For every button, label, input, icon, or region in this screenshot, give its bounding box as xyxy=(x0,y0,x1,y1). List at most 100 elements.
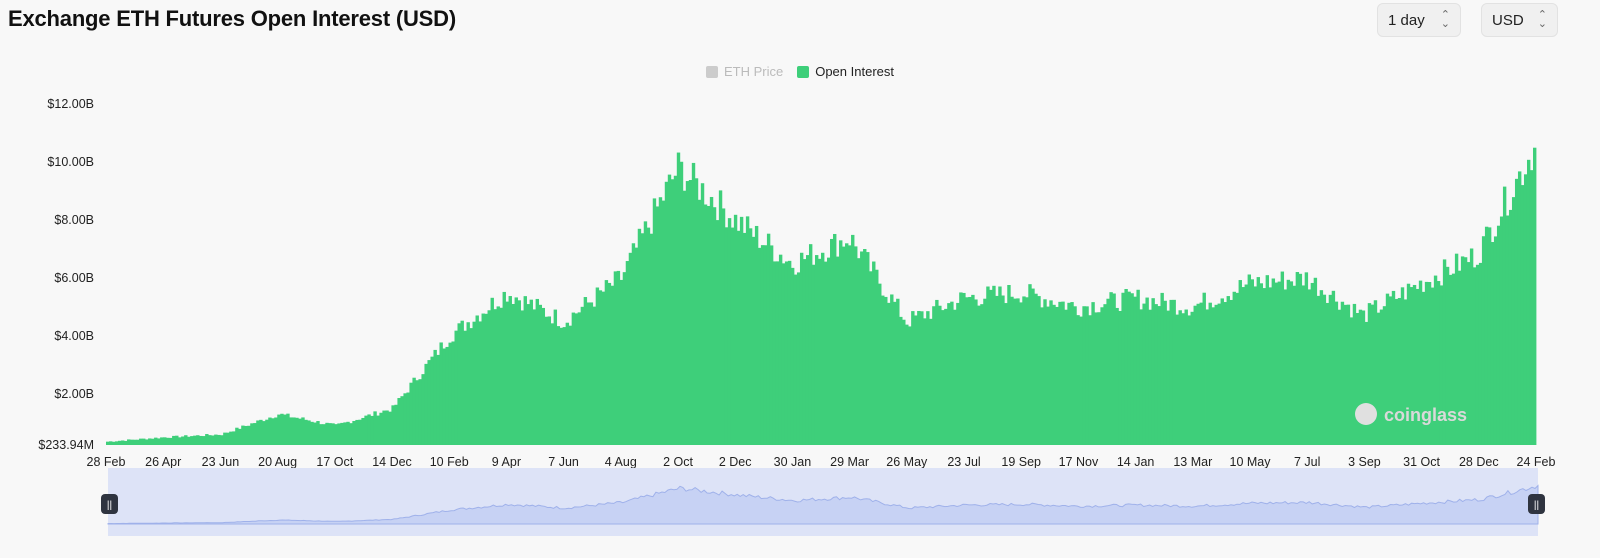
open-interest-bar xyxy=(169,437,173,445)
open-interest-bar xyxy=(670,179,675,445)
open-interest-bar xyxy=(1103,304,1107,445)
chevron-up-down-icon: ⌃ ⌄ xyxy=(1537,9,1547,30)
open-interest-bar xyxy=(1436,281,1441,445)
open-interest-bar xyxy=(956,302,960,445)
open-interest-bar xyxy=(1343,304,1348,445)
open-interest-bar xyxy=(1226,296,1230,445)
open-interest-bar xyxy=(358,419,362,445)
x-tick-label: 2 Dec xyxy=(719,455,752,469)
open-interest-bar xyxy=(214,434,218,445)
open-interest-bar xyxy=(1484,226,1489,445)
open-interest-bar xyxy=(1196,303,1200,445)
legend-item-eth-price[interactable]: ETH Price xyxy=(705,64,783,79)
open-interest-bar xyxy=(1533,147,1537,445)
open-interest-bar xyxy=(1313,277,1318,445)
x-tick-label: 7 Jul xyxy=(1294,455,1320,469)
open-interest-bar xyxy=(412,377,416,445)
open-interest-bar xyxy=(445,346,449,445)
x-tick-label: 28 Dec xyxy=(1459,455,1499,469)
open-interest-bar xyxy=(403,393,407,445)
open-interest-bar xyxy=(625,261,630,445)
open-interest-bar xyxy=(938,305,942,445)
open-interest-bar xyxy=(1133,296,1137,445)
open-interest-bar xyxy=(1319,290,1324,445)
currency-select[interactable]: USD ⌃ ⌄ xyxy=(1481,3,1558,37)
open-interest-bar xyxy=(1514,178,1519,445)
open-interest-bar xyxy=(139,438,143,445)
open-interest-bar xyxy=(1115,307,1119,445)
open-interest-bar xyxy=(1142,303,1146,445)
legend-item-open-interest[interactable]: Open Interest xyxy=(797,64,894,79)
open-interest-bar xyxy=(472,321,476,445)
x-tick-label: 30 Jan xyxy=(774,455,812,469)
open-interest-bar xyxy=(571,312,576,445)
open-interest-bar xyxy=(887,302,891,445)
x-tick-label: 20 Aug xyxy=(258,455,297,469)
open-interest-bar xyxy=(1097,312,1101,445)
open-interest-bar xyxy=(616,270,621,445)
open-interest-bar xyxy=(890,294,894,445)
open-interest-bar xyxy=(1040,307,1044,445)
open-interest-bar xyxy=(914,315,918,445)
open-interest-bar xyxy=(1043,299,1047,445)
x-tick-label: 10 Feb xyxy=(430,455,469,469)
open-interest-bar xyxy=(1007,285,1011,445)
open-interest-bar xyxy=(842,246,846,445)
open-interest-bar xyxy=(1421,291,1426,445)
navigator-right-handle[interactable] xyxy=(1528,494,1545,514)
open-interest-bar xyxy=(514,297,518,445)
open-interest-bar xyxy=(607,282,612,445)
open-interest-bar xyxy=(1418,280,1423,445)
open-interest-bar xyxy=(926,311,930,445)
open-interest-bar xyxy=(328,423,332,445)
open-interest-bar xyxy=(1190,311,1194,445)
open-interest-bar xyxy=(550,323,555,445)
open-interest-bar xyxy=(451,341,455,445)
open-interest-bar xyxy=(187,436,191,445)
open-interest-bar xyxy=(355,419,359,445)
open-interest-bar xyxy=(980,304,984,445)
open-interest-bar xyxy=(547,316,552,445)
open-interest-bar xyxy=(983,298,987,445)
open-interest-bar xyxy=(1439,285,1444,445)
open-interest-bar xyxy=(1262,288,1267,445)
open-interest-bar xyxy=(881,295,885,445)
x-tick-label: 23 Jul xyxy=(947,455,980,469)
open-interest-bar xyxy=(1505,215,1510,445)
open-interest-bar xyxy=(1136,289,1140,445)
open-interest-bar xyxy=(1346,304,1351,445)
x-tick-label: 14 Jan xyxy=(1117,455,1155,469)
open-interest-bar xyxy=(223,432,227,445)
open-interest-bar xyxy=(322,424,326,445)
open-interest-bar xyxy=(1328,294,1333,445)
page-title: Exchange ETH Futures Open Interest (USD) xyxy=(8,6,456,31)
open-interest-bar xyxy=(899,316,903,445)
open-interest-bar xyxy=(739,216,744,445)
open-interest-bar xyxy=(766,233,771,445)
navigator-left-handle[interactable] xyxy=(101,494,118,514)
open-interest-bar xyxy=(598,290,603,445)
open-interest-bar xyxy=(1364,321,1369,445)
open-interest-bar xyxy=(1334,301,1339,445)
range-navigator[interactable]: || || xyxy=(101,468,1545,536)
open-interest-bar xyxy=(310,421,314,445)
open-interest-bar xyxy=(700,183,705,446)
open-interest-bar xyxy=(1112,293,1116,445)
open-interest-bar xyxy=(268,417,272,445)
open-interest-bar xyxy=(1169,299,1173,445)
open-interest-bar xyxy=(1004,303,1008,445)
open-interest-bar xyxy=(1220,298,1224,445)
open-interest-bar xyxy=(334,424,338,445)
open-interest-bar xyxy=(307,420,311,445)
open-interest-bar xyxy=(878,283,882,445)
open-interest-bar xyxy=(157,438,161,445)
open-interest-bar xyxy=(262,421,266,445)
open-interest-bar xyxy=(259,419,263,445)
open-interest-bar xyxy=(520,310,524,445)
open-interest-bar xyxy=(130,439,134,445)
open-interest-bar xyxy=(142,438,146,445)
open-interest-bar xyxy=(1448,274,1453,445)
open-interest-bar xyxy=(1235,292,1239,445)
interval-select[interactable]: 1 day ⌃ ⌄ xyxy=(1377,3,1461,37)
open-interest-bar xyxy=(244,425,248,445)
